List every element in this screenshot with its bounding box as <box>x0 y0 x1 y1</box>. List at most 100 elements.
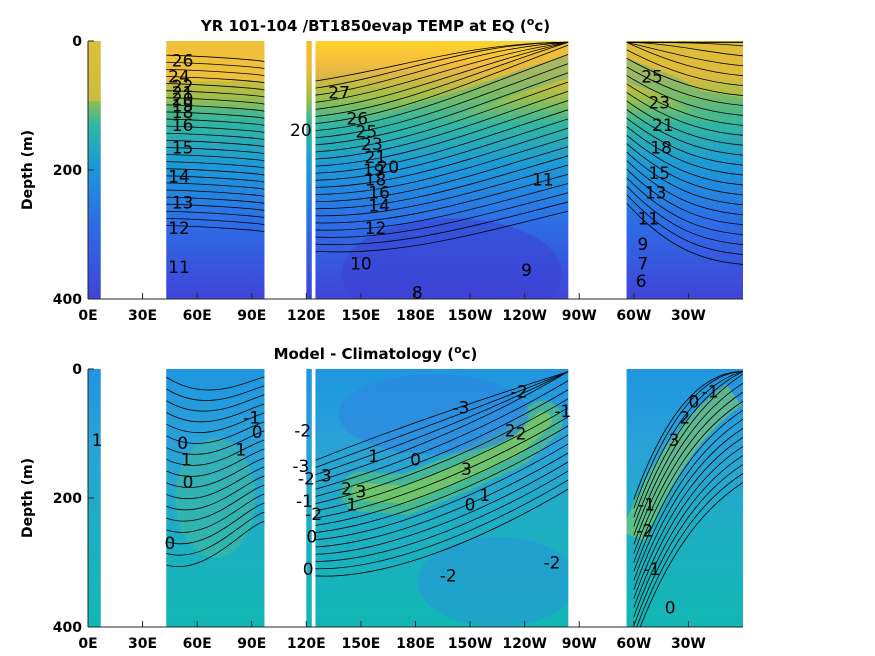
x-tick-label: 30E <box>128 636 157 652</box>
contour-label: 21 <box>172 84 194 104</box>
y-axis-label: Depth (m) <box>20 130 36 210</box>
contour-label: -2 <box>636 521 653 541</box>
isotherm-line <box>166 185 743 245</box>
contour-label: 1 <box>92 431 103 451</box>
x-tick-label: 60W <box>616 636 651 652</box>
title-superscript: o <box>454 343 462 356</box>
contour-label: 14 <box>168 167 190 187</box>
contour-label: -1 <box>638 495 655 515</box>
contour-label: 23 <box>648 93 670 113</box>
title-text: Model - Climatology ( <box>274 345 455 363</box>
contour-label: 0 <box>177 434 188 454</box>
x-tick-label: 120W <box>502 636 547 652</box>
contour-label: 20 <box>377 158 399 178</box>
land-mask <box>264 368 307 628</box>
contour-label: 27 <box>328 84 350 104</box>
title-superscript: o <box>527 15 535 28</box>
contour-label: 0 <box>665 599 676 619</box>
x-tick-label: 120E <box>287 308 326 324</box>
contour-label: 19 <box>172 97 194 117</box>
contour-label: 9 <box>521 261 532 281</box>
contour-label: 14 <box>368 196 390 216</box>
contour-label: -2 <box>305 505 322 525</box>
title-text: YR 101-104 /BT1850evap TEMP at EQ ( <box>200 17 527 35</box>
contour-label: 0 <box>410 450 421 470</box>
west-edge-surface <box>88 41 101 101</box>
contour-label: 7 <box>638 255 649 275</box>
land-mask <box>100 368 167 628</box>
x-tick-label: 120W <box>502 308 547 324</box>
contour-label: 0 <box>306 528 317 548</box>
contour-label: 1 <box>346 495 357 515</box>
x-tick-label: 150E <box>342 636 381 652</box>
isotherm-line <box>166 151 743 210</box>
anomaly-contour-line <box>166 409 743 572</box>
anomaly-contour-line <box>166 428 743 590</box>
contour-label: -2 <box>298 470 315 490</box>
y-tick-label: 0 <box>72 362 82 378</box>
y-tick-label: 200 <box>53 163 82 179</box>
isotherm-line <box>166 160 743 217</box>
contour-label: 0 <box>303 560 314 580</box>
y-tick-label: 400 <box>53 620 82 636</box>
contour-label: 19 <box>363 161 385 181</box>
contour-label: 0 <box>252 423 263 443</box>
land-mask <box>264 40 307 300</box>
isotherm-line <box>166 41 743 103</box>
cold-anomaly-surface <box>338 374 529 455</box>
contour-label: 24 <box>168 67 190 87</box>
contour-label: 26 <box>172 51 194 71</box>
contour-label: 18 <box>172 103 194 123</box>
contour-label: -1 <box>702 383 719 403</box>
contour-label: 10 <box>350 255 372 275</box>
contour-label: 20 <box>290 121 312 141</box>
atlantic-anomaly <box>621 384 742 542</box>
anomaly-contour-line <box>166 446 743 608</box>
contour-label: -2 <box>543 554 560 574</box>
contour-label: 22 <box>172 77 194 97</box>
land-mask <box>568 368 627 628</box>
land-mask <box>100 40 167 300</box>
y-tick-label: 400 <box>53 292 82 308</box>
contour-label: 26 <box>346 109 368 129</box>
contour-label: 25 <box>641 67 663 87</box>
land-mask <box>568 40 627 300</box>
contour-label: 1 <box>181 450 192 470</box>
contour-label: -1 <box>644 560 661 580</box>
contour-label: 12 <box>168 219 190 239</box>
anomaly-contour-line <box>166 473 743 627</box>
isotherm-line <box>166 44 743 124</box>
contour-label: 0 <box>183 473 194 493</box>
x-tick-label: 60E <box>183 308 212 324</box>
contour-label: 11 <box>532 171 554 191</box>
contour-label: 2 <box>679 408 690 428</box>
indian-ocean-surface <box>166 41 265 81</box>
contour-label: 11 <box>638 209 660 229</box>
contour-label: -1 <box>243 408 260 428</box>
anomaly-contour-line <box>166 371 743 509</box>
contour-label: 9 <box>638 235 649 255</box>
contour-label: 6 <box>636 272 647 292</box>
isotherm-line <box>166 202 743 265</box>
isotherm-line <box>166 100 743 167</box>
contour-label: 2 <box>516 425 527 445</box>
contour-label: 1 <box>479 486 490 506</box>
isotherm-line <box>166 194 743 255</box>
x-tick-label: 150E <box>342 308 381 324</box>
contour-label: 0 <box>164 534 175 554</box>
x-tick-label: 30W <box>671 308 706 324</box>
land-mask <box>311 40 316 300</box>
x-tick-label: 90E <box>237 308 266 324</box>
contour-label: 25 <box>356 122 378 142</box>
isotherm-line <box>166 177 743 236</box>
anomaly-contour-line <box>166 371 743 500</box>
contour-label: 16 <box>368 184 390 204</box>
title-unit: c) <box>462 345 478 363</box>
contour-label: 13 <box>645 184 667 204</box>
anomaly-contour-line <box>166 373 743 536</box>
x-tick-label: 180E <box>396 308 435 324</box>
contour-label: 1 <box>235 441 246 461</box>
contour-label: 15 <box>172 138 194 158</box>
y-tick-label: 200 <box>53 491 82 507</box>
